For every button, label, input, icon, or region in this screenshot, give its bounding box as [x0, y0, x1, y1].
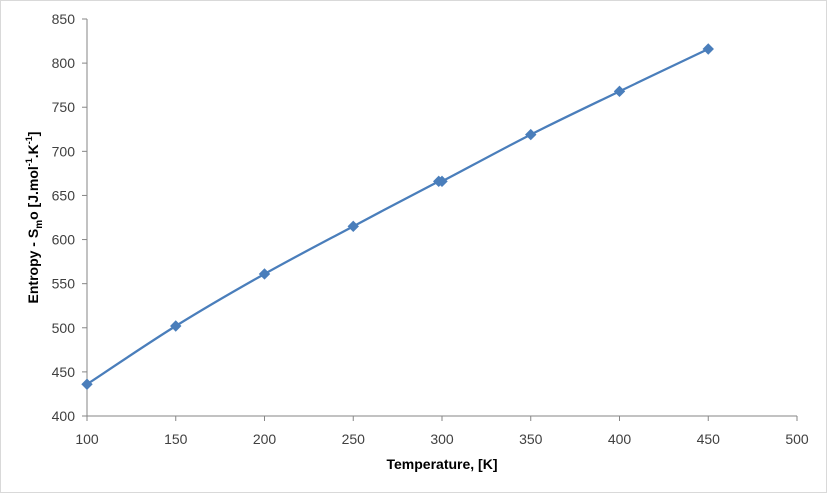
x-tick-label: 500	[785, 431, 809, 447]
y-axis-title-subscript: m	[34, 220, 45, 229]
data-point-diamond	[702, 43, 714, 55]
data-series	[81, 43, 714, 390]
y-tick-label: 500	[52, 320, 76, 336]
y-axis-title-suffix: ]	[25, 132, 41, 137]
y-tick-label: 650	[52, 187, 76, 203]
x-tick-label: 300	[430, 431, 454, 447]
x-tick-label: 350	[519, 431, 543, 447]
x-tick-label: 450	[697, 431, 721, 447]
data-point-diamond	[436, 175, 448, 188]
y-axis-title: Entropy - Smo [J.mol-1.K-1]	[24, 132, 45, 304]
y-tick-label: 800	[52, 55, 76, 71]
data-point-diamond	[258, 268, 271, 280]
tick-labels: 400 450 500 550 600 650 700 750 800 850 100 150 200 2…	[52, 11, 809, 447]
y-tick-label: 600	[52, 232, 76, 248]
x-tick-label: 150	[164, 431, 188, 447]
y-axis-title-sup1: -1	[24, 158, 34, 166]
axes	[82, 18, 798, 421]
x-axis-title: Temperature, [K]	[387, 456, 498, 472]
y-axis-title-middle: .K	[25, 144, 41, 158]
data-point-diamond	[81, 378, 93, 390]
data-point-diamond	[613, 85, 626, 98]
y-axis-title-prefix: Entropy - S	[25, 229, 41, 304]
y-tick-label: 750	[52, 99, 76, 115]
y-tick-label: 400	[52, 408, 76, 424]
y-axis-title-after-sub: o [J.mol	[25, 166, 41, 220]
series-line	[86, 47, 709, 386]
y-tick-label: 700	[52, 143, 76, 159]
y-tick-label: 550	[52, 276, 76, 292]
data-point-diamond	[347, 220, 359, 233]
y-tick-label: 450	[52, 364, 76, 380]
x-tick-label: 250	[342, 431, 366, 447]
y-tick-label: 850	[52, 11, 76, 27]
x-tick-label: 400	[608, 431, 632, 447]
data-point-diamond	[170, 320, 182, 332]
x-tick-label: 200	[253, 431, 277, 447]
data-point-diamond	[525, 128, 537, 141]
x-tick-label: 100	[75, 431, 99, 447]
y-axis-title-sup2: -1	[24, 136, 34, 144]
